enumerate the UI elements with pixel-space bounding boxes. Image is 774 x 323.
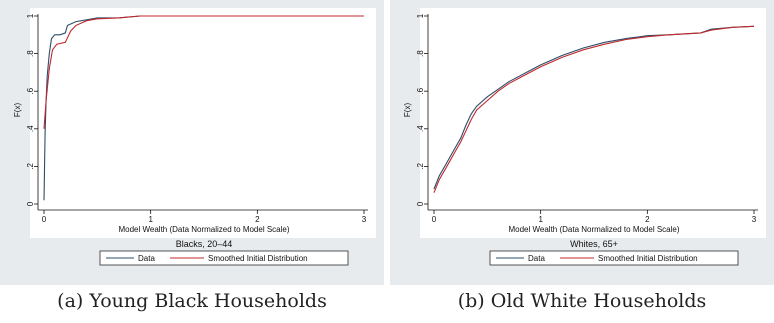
chart-panel-young-black: 0 1 2 3 0.2.4.6.8 1 Model Wealth (Data Normali… [0,0,384,285]
y-tick-label: .8 [26,50,35,57]
y-tick-label: .6 [26,87,35,94]
legend-label-0: Data [528,254,545,263]
x-tick-label: 3 [752,215,757,224]
caption-old-white: (b) Old White Households [457,290,707,312]
y-tick-label: .4 [416,125,425,132]
legend-box [489,250,739,266]
y-tick-label: 0 [416,201,425,206]
legend-label-1: Smoothed Initial Distribution [208,254,308,263]
series-line-1 [433,25,755,193]
chart-title: Blacks, 20–44 [176,239,233,249]
x-tick-label: 0 [42,215,47,224]
x-tick-label: 2 [255,215,260,224]
caption-young-black: (a) Young Black Households [57,290,327,312]
x-tick-label: 2 [645,215,650,224]
legend-label-1: Smoothed Initial Distribution [598,254,698,263]
x-axis-label: Model Wealth (Data Normalized to Model S… [508,225,679,234]
y-tick-label: 0 [26,201,35,206]
chart-panel-old-white: 0 1 2 3 0.2.4.6.8 1 Model Wealth (Data Normali… [390,0,774,285]
legend-label-0: Data [138,254,155,263]
legend-box [99,250,349,266]
y-tick-label: .2 [416,163,425,170]
series-line-1 [43,15,364,129]
y-tick-label: 1 [26,13,35,18]
plot-region [30,8,376,238]
y-tick-label: .4 [26,125,35,132]
y-tick-label: .2 [26,163,35,170]
y-axis-label: F(x) [13,103,22,118]
chart-title: Whites, 65+ [570,239,618,249]
x-tick-label: 3 [362,215,367,224]
y-axis-label: F(x) [403,103,412,118]
y-tick-label: .6 [416,87,425,94]
y-tick-label: 1 [416,13,425,18]
y-tick-label: .8 [416,50,425,57]
plot-region [420,8,766,238]
x-axis-label: Model Wealth (Data Normalized to Model S… [118,225,289,234]
x-tick-label: 0 [432,215,437,224]
x-tick-label: 1 [538,215,543,224]
x-tick-label: 1 [148,215,153,224]
